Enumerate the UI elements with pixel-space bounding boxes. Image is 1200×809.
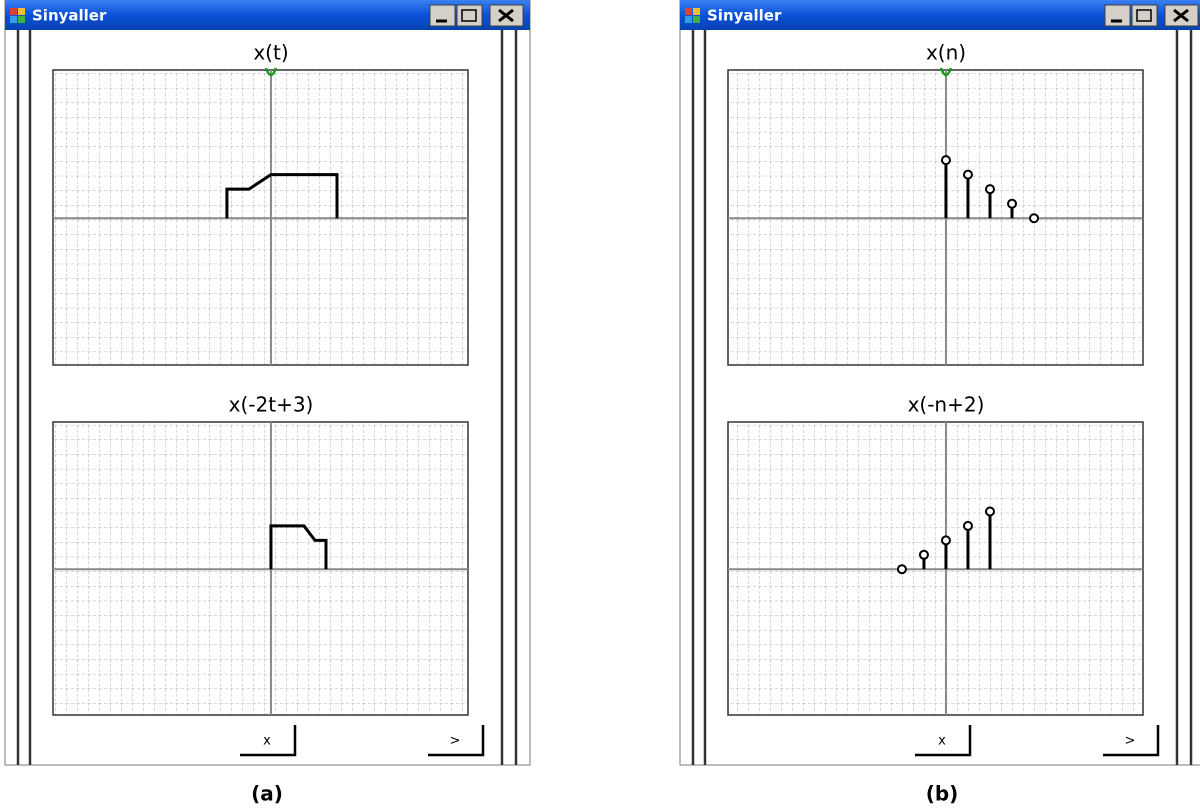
stem-marker <box>964 522 972 530</box>
plot-title: x(t) <box>253 41 288 65</box>
window-icon <box>10 8 17 15</box>
stem-marker <box>986 185 994 193</box>
window-icon <box>693 8 700 15</box>
stem-marker <box>1008 200 1016 208</box>
stem-marker <box>964 171 972 179</box>
button-label[interactable]: > <box>450 734 461 749</box>
plot-title: x(-2t+3) <box>229 393 314 417</box>
stem-marker <box>1030 214 1038 222</box>
nav-button[interactable]: > <box>428 725 483 755</box>
caption: (b) <box>926 782 959 806</box>
max-button[interactable] <box>457 5 482 26</box>
stem-marker <box>898 565 906 573</box>
stem-marker <box>986 507 994 515</box>
stem-marker <box>942 536 950 544</box>
stem-marker <box>920 551 928 559</box>
min-button[interactable] <box>1105 5 1130 26</box>
signal-stem <box>898 565 906 573</box>
button-label[interactable]: x <box>263 734 271 749</box>
plot-title: x(-n+2) <box>908 393 985 417</box>
window-icon <box>685 16 692 23</box>
button-label[interactable]: x <box>938 734 946 749</box>
window: Sinyaller x(n) x(-n+2) x > <box>680 0 1200 765</box>
window-icon <box>693 16 700 23</box>
max-button[interactable] <box>1132 5 1157 26</box>
window-icon <box>18 16 25 23</box>
window-title: Sinyaller <box>707 7 782 25</box>
nav-button[interactable]: x <box>240 725 295 755</box>
window-icon <box>685 8 692 15</box>
nav-button[interactable]: x <box>915 725 970 755</box>
caption: (a) <box>251 782 283 806</box>
window-title: Sinyaller <box>32 7 107 25</box>
window-icon <box>18 8 25 15</box>
signal-stem <box>1030 214 1038 222</box>
plot-title: x(n) <box>926 41 966 65</box>
button-label[interactable]: > <box>1125 734 1136 749</box>
nav-button[interactable]: > <box>1103 725 1158 755</box>
page: Sinyaller x(t) x(-2t+3) x > Sinyaller x(n) x(-n… <box>0 0 1200 809</box>
window: Sinyaller x(t) x(-2t+3) x > <box>5 0 530 765</box>
window-icon <box>10 16 17 23</box>
stem-marker <box>942 156 950 164</box>
min-button[interactable] <box>430 5 455 26</box>
